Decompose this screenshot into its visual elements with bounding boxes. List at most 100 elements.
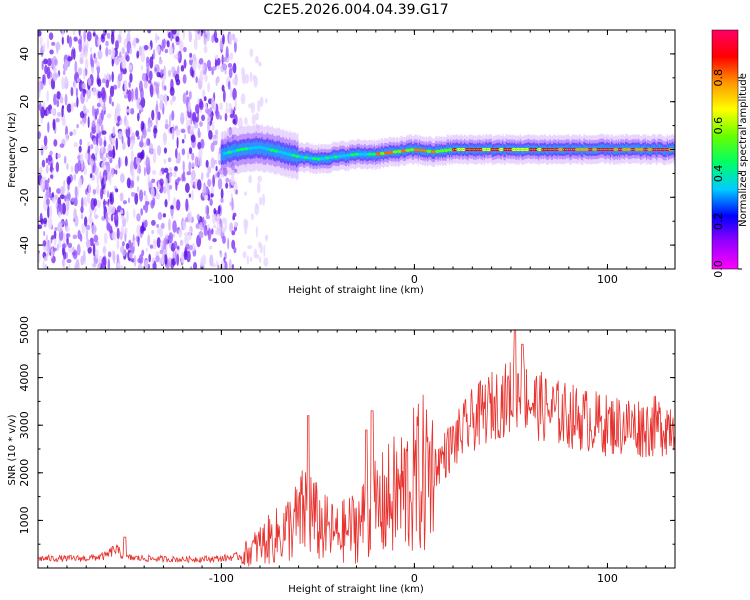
noise-blob bbox=[254, 254, 260, 259]
signal-ridge bbox=[615, 149, 617, 150]
noise-blob bbox=[189, 210, 192, 223]
noise-blob bbox=[227, 237, 230, 250]
signal-ridge bbox=[619, 149, 621, 150]
noise-blob bbox=[162, 186, 167, 194]
signal-core bbox=[299, 155, 305, 159]
noise-blob bbox=[162, 213, 167, 218]
noise-blob bbox=[66, 34, 70, 44]
signal-ridge bbox=[503, 149, 505, 150]
signal-ridge bbox=[588, 149, 590, 150]
noise-blob bbox=[169, 184, 173, 190]
noise-blob bbox=[79, 57, 84, 65]
noise-blob bbox=[76, 77, 81, 83]
noise-blob bbox=[127, 89, 132, 102]
noise-blob bbox=[43, 135, 48, 147]
signal-core bbox=[515, 147, 521, 152]
signal-ridge bbox=[580, 149, 582, 150]
noise-blob bbox=[52, 72, 58, 82]
noise-blob bbox=[164, 199, 168, 208]
noise-blob bbox=[218, 147, 222, 155]
noise-blob bbox=[253, 75, 258, 88]
noise-blob bbox=[85, 228, 89, 241]
noise-blob bbox=[203, 37, 207, 46]
noise-blob bbox=[74, 60, 78, 74]
noise-blob bbox=[118, 157, 121, 169]
noise-blob bbox=[96, 199, 102, 209]
signal-ridge bbox=[595, 149, 598, 150]
noise-blob bbox=[64, 93, 68, 106]
noise-blob bbox=[112, 126, 116, 137]
noise-blob bbox=[136, 213, 141, 222]
noise-blob bbox=[209, 254, 214, 267]
noise-blob bbox=[183, 133, 187, 140]
noise-blob bbox=[94, 56, 98, 63]
signal-ridge bbox=[663, 149, 665, 150]
signal-ridge bbox=[514, 149, 516, 150]
noise-blob bbox=[232, 77, 237, 86]
noise-blob bbox=[38, 131, 41, 140]
noise-blob bbox=[163, 158, 167, 165]
noise-blob bbox=[206, 115, 211, 123]
signal-core bbox=[579, 147, 585, 152]
noise-blob bbox=[164, 254, 168, 265]
noise-blob bbox=[249, 256, 253, 262]
signal-core bbox=[621, 147, 628, 152]
noise-blob bbox=[70, 102, 74, 112]
signal-core bbox=[664, 147, 670, 152]
noise-blob bbox=[46, 58, 52, 67]
signal-ridge bbox=[456, 149, 459, 150]
signal-core bbox=[345, 153, 351, 157]
noise-blob bbox=[203, 185, 207, 194]
noise-blob bbox=[188, 230, 192, 241]
noise-blob bbox=[191, 152, 195, 161]
signal-ridge bbox=[518, 149, 520, 150]
noise-blob bbox=[173, 170, 177, 178]
noise-blob bbox=[194, 156, 199, 168]
noise-blob bbox=[128, 64, 132, 71]
signal-ridge bbox=[651, 149, 654, 150]
signal-core bbox=[384, 151, 390, 155]
noise-blob bbox=[57, 153, 61, 159]
noise-blob bbox=[84, 58, 89, 70]
noise-blob bbox=[92, 262, 97, 268]
noise-blob bbox=[174, 73, 180, 83]
noise-blob bbox=[138, 104, 142, 111]
noise-blob bbox=[169, 86, 175, 96]
noise-blob bbox=[88, 215, 92, 224]
colorbar-tick-label: 0.4 bbox=[712, 165, 725, 183]
noise-blob bbox=[150, 187, 155, 199]
noise-blob bbox=[188, 244, 193, 251]
signal-ridge bbox=[512, 149, 515, 150]
noise-blob bbox=[83, 250, 86, 262]
noise-blob bbox=[43, 58, 48, 65]
noise-blob bbox=[178, 229, 183, 238]
signal-ridge bbox=[480, 149, 482, 150]
signal-ridge bbox=[441, 150, 443, 152]
noise-blob bbox=[46, 90, 49, 103]
snr-y-tick-label: 4000 bbox=[18, 364, 31, 392]
noise-blob bbox=[199, 156, 202, 167]
noise-blob bbox=[255, 203, 259, 209]
noise-blob bbox=[109, 85, 115, 98]
noise-blob bbox=[146, 56, 150, 64]
noise-blob bbox=[126, 177, 131, 189]
noise-blob bbox=[92, 189, 97, 194]
noise-blob bbox=[53, 230, 57, 240]
noise-blob bbox=[49, 49, 54, 55]
noise-blob bbox=[214, 129, 219, 136]
noise-blob bbox=[138, 45, 143, 56]
signal-ridge bbox=[638, 149, 640, 150]
noise-blob bbox=[137, 112, 140, 122]
noise-blob bbox=[73, 102, 77, 108]
noise-blob bbox=[220, 197, 224, 204]
signal-ridge bbox=[433, 151, 435, 153]
noise-blob bbox=[216, 215, 220, 220]
signal-core bbox=[473, 147, 479, 152]
noise-blob bbox=[238, 117, 243, 129]
noise-blob bbox=[46, 252, 49, 257]
noise-blob bbox=[82, 68, 86, 80]
noise-blob bbox=[146, 63, 150, 77]
signal-ridge bbox=[516, 149, 518, 150]
noise-blob bbox=[42, 74, 45, 85]
noise-blob bbox=[119, 192, 124, 202]
